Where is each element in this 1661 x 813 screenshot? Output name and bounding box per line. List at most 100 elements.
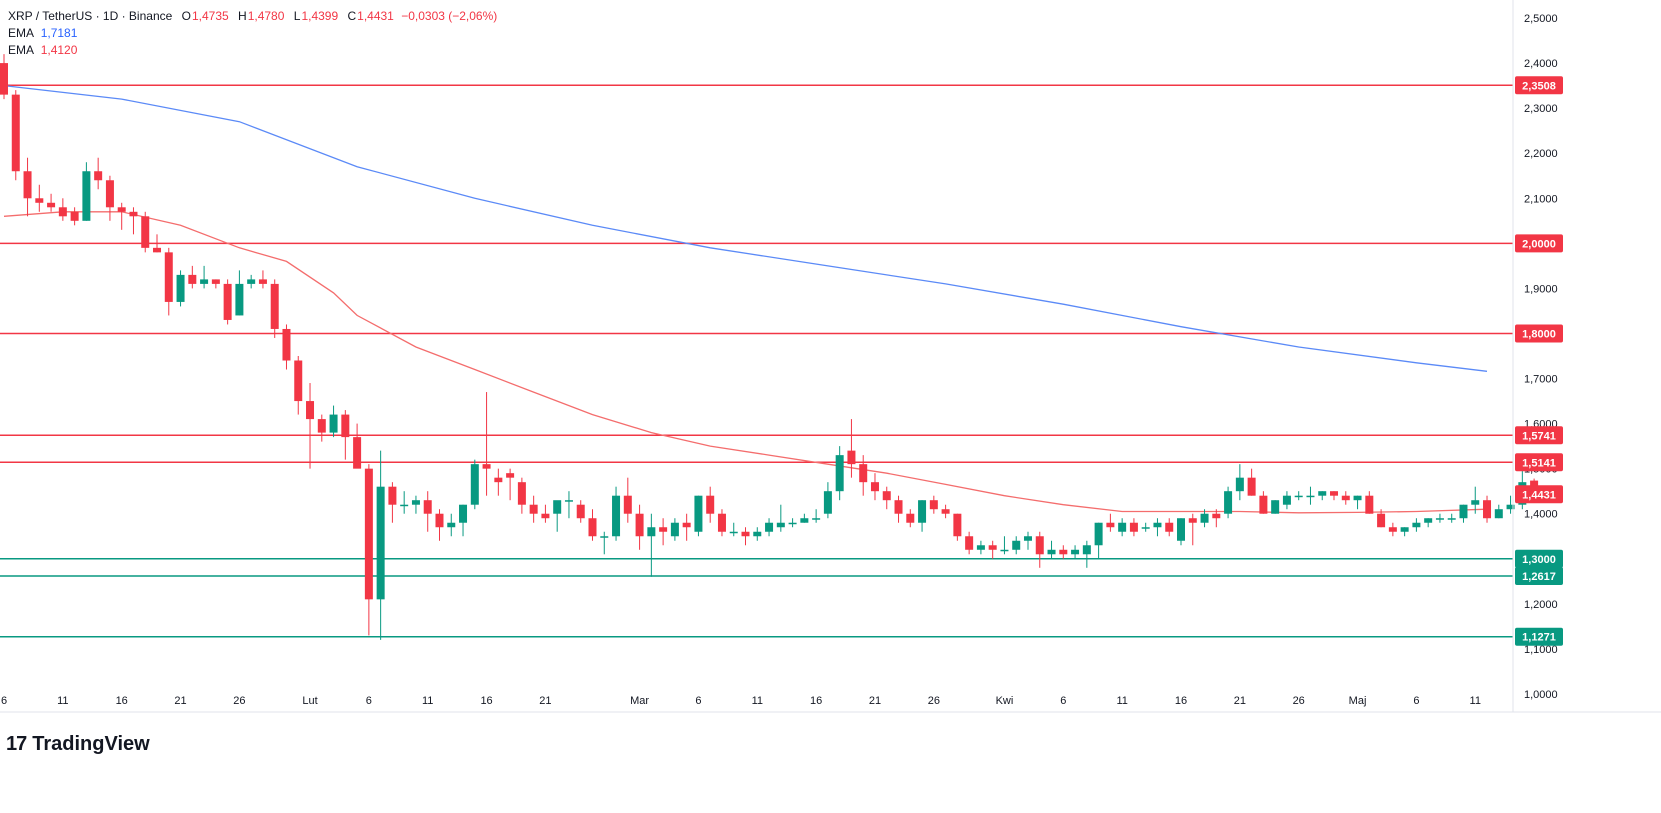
- candle[interactable]: [894, 495, 903, 523]
- candle[interactable]: [164, 247, 173, 316]
- candle[interactable]: [1353, 495, 1362, 510]
- candle[interactable]: [1435, 513, 1444, 523]
- candle[interactable]: [753, 527, 762, 541]
- candle[interactable]: [1188, 513, 1197, 546]
- candle[interactable]: [1282, 491, 1291, 510]
- candle[interactable]: [659, 518, 668, 546]
- candle[interactable]: [635, 504, 644, 550]
- candle[interactable]: [765, 518, 774, 537]
- candle[interactable]: [1377, 509, 1386, 528]
- candle[interactable]: [1059, 545, 1068, 559]
- candle[interactable]: [1494, 504, 1503, 519]
- candle[interactable]: [411, 495, 420, 514]
- candle[interactable]: [1424, 518, 1433, 528]
- candle[interactable]: [1412, 518, 1421, 532]
- candle[interactable]: [423, 491, 432, 532]
- candle[interactable]: [1106, 513, 1115, 532]
- candle[interactable]: [1483, 495, 1492, 523]
- price-chart[interactable]: 2,5000 2,4000 2,3000 2,2000 2,1000 2,0000 1,90…: [0, 0, 1661, 760]
- candle[interactable]: [459, 504, 468, 537]
- candle[interactable]: [800, 513, 809, 523]
- candle[interactable]: [918, 500, 927, 532]
- candle[interactable]: [188, 265, 197, 289]
- candle[interactable]: [376, 450, 385, 640]
- candle[interactable]: [1318, 491, 1327, 501]
- candle[interactable]: [117, 202, 126, 230]
- candle[interactable]: [105, 175, 114, 221]
- tradingview-logo[interactable]: 17 TradingView: [6, 732, 150, 756]
- candle[interactable]: [1047, 540, 1056, 559]
- candle[interactable]: [447, 513, 456, 537]
- candle[interactable]: [1365, 491, 1374, 514]
- candle[interactable]: [153, 234, 162, 253]
- candle[interactable]: [94, 157, 103, 190]
- candle[interactable]: [776, 504, 785, 532]
- candle[interactable]: [517, 477, 526, 514]
- symbol-title[interactable]: XRP / TetherUS · 1D · Binance: [8, 9, 173, 23]
- candle[interactable]: [58, 198, 67, 221]
- candle[interactable]: [647, 513, 656, 577]
- candle[interactable]: [223, 279, 232, 325]
- candle[interactable]: [988, 540, 997, 559]
- candle[interactable]: [141, 211, 150, 253]
- candle[interactable]: [364, 464, 373, 636]
- candle[interactable]: [965, 531, 974, 555]
- candle[interactable]: [482, 392, 491, 496]
- candle[interactable]: [306, 383, 315, 469]
- candle[interactable]: [859, 455, 868, 496]
- candle[interactable]: [1341, 491, 1350, 505]
- candle[interactable]: [341, 410, 350, 460]
- candle[interactable]: [564, 491, 573, 519]
- candle[interactable]: [1129, 518, 1138, 537]
- candle[interactable]: [1330, 491, 1339, 501]
- candle[interactable]: [823, 482, 832, 519]
- candle[interactable]: [729, 522, 738, 537]
- candle[interactable]: [211, 279, 220, 289]
- candle[interactable]: [1035, 531, 1044, 568]
- candle[interactable]: [1506, 495, 1515, 514]
- candle[interactable]: [1165, 518, 1174, 537]
- candle[interactable]: [906, 509, 915, 528]
- candle[interactable]: [388, 482, 397, 523]
- candle[interactable]: [129, 207, 138, 235]
- candle[interactable]: [1118, 518, 1127, 537]
- candle[interactable]: [612, 486, 621, 541]
- candle[interactable]: [1294, 491, 1303, 501]
- candle[interactable]: [1000, 536, 1009, 555]
- candle[interactable]: [1177, 518, 1185, 546]
- candle[interactable]: [506, 468, 515, 501]
- candle[interactable]: [294, 356, 303, 415]
- candle[interactable]: [717, 509, 726, 537]
- candle[interactable]: [317, 414, 326, 442]
- candle[interactable]: [1200, 509, 1209, 528]
- candle[interactable]: [553, 500, 562, 532]
- candle[interactable]: [258, 270, 267, 289]
- candle[interactable]: [176, 270, 185, 307]
- candle[interactable]: [1471, 486, 1480, 514]
- candle[interactable]: [929, 495, 938, 514]
- candle[interactable]: [623, 477, 632, 523]
- candle[interactable]: [541, 504, 550, 523]
- candle[interactable]: [529, 495, 538, 523]
- candle[interactable]: [882, 486, 891, 510]
- candle[interactable]: [1212, 509, 1221, 528]
- candle[interactable]: [694, 495, 703, 537]
- candle[interactable]: [1071, 545, 1080, 559]
- candle[interactable]: [270, 279, 279, 338]
- candle[interactable]: [1459, 504, 1468, 523]
- candle[interactable]: [788, 518, 797, 528]
- candle[interactable]: [1271, 500, 1280, 514]
- candle[interactable]: [976, 540, 985, 555]
- candle[interactable]: [576, 500, 585, 523]
- candle[interactable]: [494, 468, 503, 496]
- candle[interactable]: [353, 423, 362, 469]
- candle[interactable]: [23, 157, 32, 217]
- candle[interactable]: [706, 486, 715, 523]
- candle[interactable]: [1153, 518, 1162, 537]
- candle[interactable]: [1306, 486, 1315, 505]
- candle[interactable]: [0, 54, 8, 100]
- candle[interactable]: [82, 162, 91, 221]
- candle[interactable]: [35, 184, 44, 212]
- candle[interactable]: [1141, 522, 1150, 532]
- candle[interactable]: [1235, 464, 1244, 501]
